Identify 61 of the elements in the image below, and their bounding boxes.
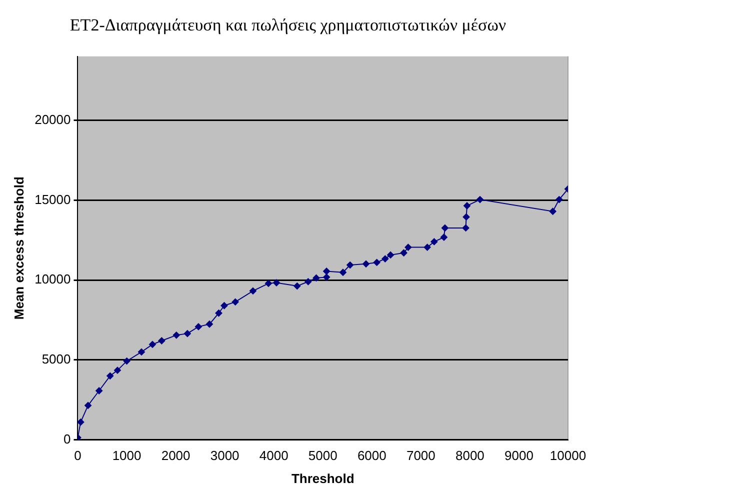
point	[96, 387, 103, 394]
point	[440, 234, 448, 241]
point	[264, 280, 272, 287]
point	[194, 323, 202, 330]
point	[476, 196, 484, 204]
point	[312, 274, 320, 282]
x-tick-label: 1000	[112, 448, 142, 464]
point	[424, 244, 431, 251]
point	[441, 224, 448, 232]
point	[362, 260, 370, 268]
y-axis-title: Mean excess threshold	[11, 176, 26, 320]
point	[462, 213, 470, 220]
x-tick-label: 8000	[455, 448, 484, 464]
x-tick-label: 6000	[357, 448, 386, 464]
y-tick-label: 20000	[34, 112, 71, 127]
point	[273, 279, 280, 286]
point	[387, 251, 394, 258]
x-tick-label: 9000	[504, 448, 534, 464]
point	[400, 249, 408, 256]
point	[549, 208, 556, 215]
point	[106, 372, 114, 380]
x-tick-label: 0	[74, 448, 82, 464]
point	[373, 258, 380, 266]
y-tick-label: 15000	[34, 192, 71, 207]
point	[382, 255, 389, 262]
point	[172, 332, 180, 339]
point	[304, 278, 312, 286]
point	[294, 282, 301, 290]
point	[184, 330, 191, 338]
point	[430, 238, 438, 246]
x-tick-label: 4000	[259, 448, 288, 464]
point	[404, 244, 412, 251]
point	[323, 274, 330, 281]
y-tick-label: 0	[64, 431, 71, 446]
point	[158, 337, 166, 344]
point	[323, 268, 330, 275]
point	[78, 418, 84, 426]
chart-title: ET2-Διαπραγμάτευση και πωλήσεις χρηματοπιστωτικών μέσων	[70, 16, 506, 35]
x-tick-label: 3000	[210, 448, 240, 464]
point	[123, 358, 130, 365]
x-tick-label: 5000	[308, 448, 338, 464]
x-tick-label: 10000	[550, 448, 586, 464]
x-tick-label: 7000	[406, 448, 436, 464]
point	[556, 196, 563, 204]
y-tick-label: 5000	[42, 352, 71, 367]
point	[148, 340, 156, 348]
point	[114, 366, 121, 374]
point	[232, 298, 239, 306]
point	[464, 202, 471, 210]
point	[339, 268, 346, 276]
point	[346, 262, 354, 269]
point	[249, 287, 256, 294]
y-tick-label: 10000	[34, 272, 71, 287]
point	[220, 302, 228, 310]
point	[215, 310, 222, 317]
point	[206, 320, 213, 328]
point	[138, 348, 145, 356]
point	[84, 402, 92, 409]
x-axis-title: Threshold	[291, 470, 354, 486]
x-tick-label: 2000	[161, 448, 190, 464]
point	[462, 224, 470, 232]
